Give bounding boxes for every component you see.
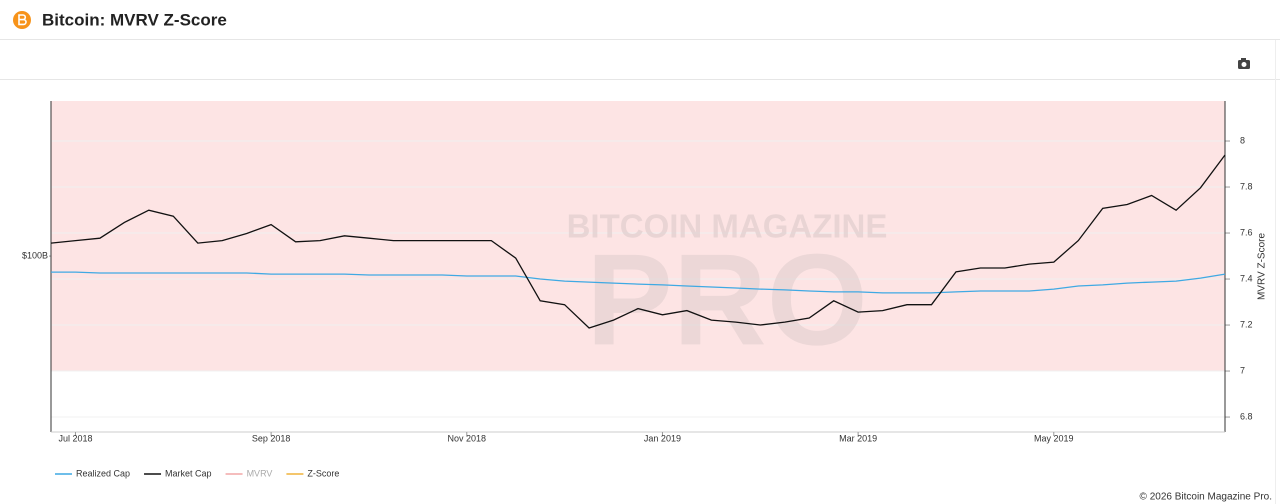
x-tick-label: Sep 2018 xyxy=(252,433,291,443)
zone xyxy=(51,101,1225,372)
y2-tick-label: 8 xyxy=(1240,135,1245,145)
legend-label: Realized Cap xyxy=(76,468,130,478)
y2-tick-label: 6.8 xyxy=(1240,411,1253,421)
watermark: PRO xyxy=(586,226,868,372)
y2-tick-label: 7.4 xyxy=(1240,273,1253,283)
y2-axis-title: MVRV Z-Score xyxy=(1257,233,1268,300)
bitcoin-glyph xyxy=(18,14,27,26)
y2-tick-label: 7.6 xyxy=(1240,227,1253,237)
legend-label: MVRV xyxy=(247,468,273,478)
credits: © 2026 Bitcoin Magazine Pro. xyxy=(1140,492,1272,503)
plot: 6.8 7 7.2 7.4 7.6 7.8 8 $100B BITCOIN MAGAZINEPR… xyxy=(22,101,1268,478)
series-line xyxy=(51,271,1226,294)
series-line xyxy=(50,154,1226,329)
x-tick-label: Nov 2018 xyxy=(448,433,487,443)
x-tick-label: Mar 2019 xyxy=(839,433,877,443)
y2-tick-label: 7.8 xyxy=(1240,181,1253,191)
camera-lens[interactable] xyxy=(1241,62,1247,67)
legend-label: Z-Score xyxy=(307,468,339,478)
camera-top[interactable] xyxy=(1241,58,1246,61)
camera-button[interactable] xyxy=(1238,58,1250,69)
y2-tick-label: 7.2 xyxy=(1240,319,1253,329)
y-tick-label: $100B xyxy=(22,250,48,260)
watermark: BITCOIN MAGAZINE xyxy=(567,208,888,245)
x-tick-label: Jul 2018 xyxy=(58,433,92,443)
y2-tick-label: 7 xyxy=(1240,365,1245,375)
x-tick-label: Jan 2019 xyxy=(644,433,681,443)
legend-label: Market Cap xyxy=(165,468,212,478)
x-tick-label: May 2019 xyxy=(1034,433,1074,443)
page-title: Bitcoin: MVRV Z-Score xyxy=(42,10,227,29)
